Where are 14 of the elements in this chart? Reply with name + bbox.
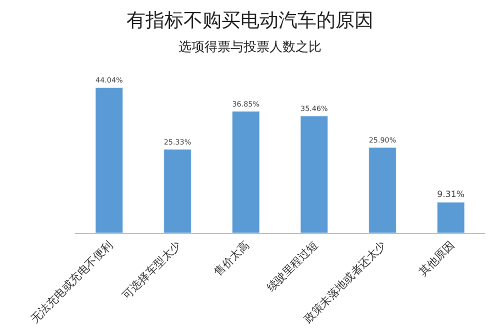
x-tick-label: 续驶里程过短 bbox=[264, 238, 320, 294]
bar bbox=[300, 116, 328, 233]
bar bbox=[368, 147, 396, 233]
bar bbox=[232, 111, 260, 233]
x-tick-label: 其他原因 bbox=[416, 238, 457, 279]
bar bbox=[436, 202, 465, 233]
data-label: 9.31% bbox=[437, 190, 464, 200]
x-tick-label: 售价太高 bbox=[212, 238, 252, 279]
x-tick-label: 可选择车型太少 bbox=[120, 238, 184, 302]
chart-subtitle: 选项得票与投票人数之比 bbox=[178, 40, 322, 56]
bar bbox=[164, 149, 192, 233]
bar bbox=[95, 87, 124, 233]
chart-title: 有指标不购买电动汽车的原因 bbox=[126, 9, 374, 32]
x-tick-label: 无法充电或充电不便利 bbox=[28, 238, 116, 326]
